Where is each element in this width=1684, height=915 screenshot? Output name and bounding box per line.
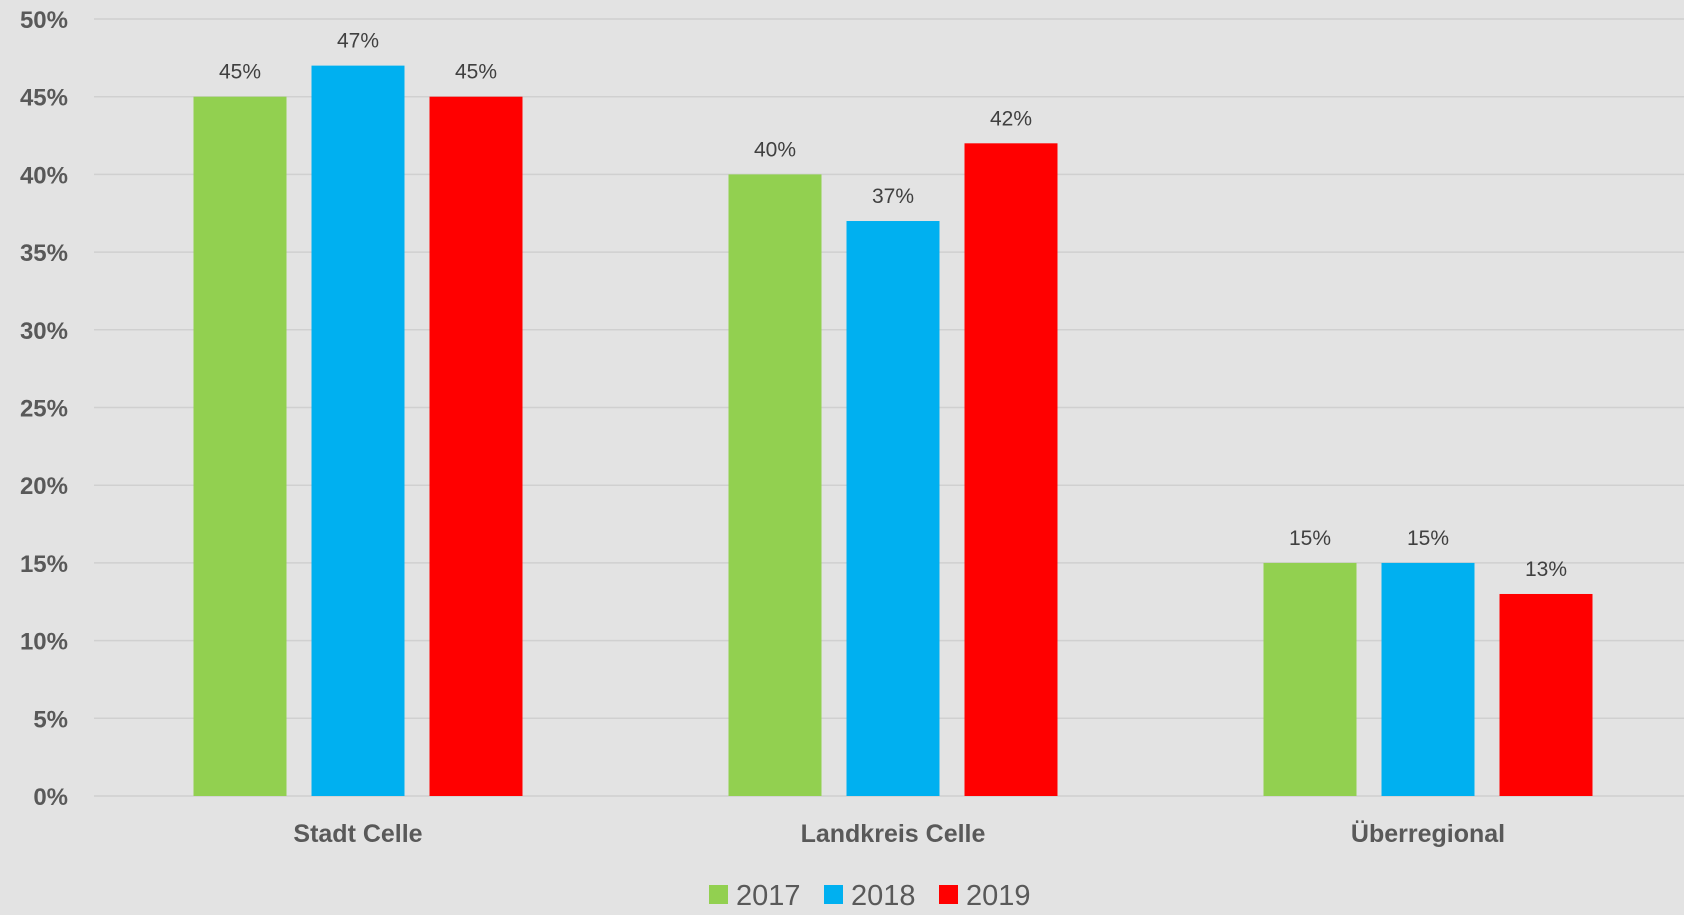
y-tick-label: 15% <box>20 551 68 578</box>
bar <box>193 96 287 796</box>
y-tick-label: 10% <box>20 629 68 656</box>
data-label: 13% <box>1525 558 1567 581</box>
data-label: 47% <box>337 30 379 53</box>
y-tick-label: 40% <box>20 162 68 189</box>
x-tick-label: Überregional <box>1351 819 1505 848</box>
data-label: 15% <box>1407 527 1449 550</box>
data-labels: 45% 40% 15% 47% 37% 15% 45% 42% 13% <box>219 30 1567 581</box>
y-tick-label: 45% <box>20 85 68 112</box>
bar <box>1263 562 1357 796</box>
data-label: 40% <box>754 138 796 161</box>
y-tick-label: 25% <box>20 396 68 423</box>
y-tick-label: 30% <box>20 318 68 345</box>
bar <box>846 221 940 796</box>
y-axis-ticks: 0% 5% 10% 15% 20% 25% 30% 35% 40% 45% 50% <box>20 7 68 811</box>
y-tick-label: 0% <box>33 784 68 811</box>
bar <box>1499 593 1593 796</box>
legend-label: 2019 <box>966 880 1031 910</box>
legend-label: 2017 <box>736 880 801 910</box>
bar <box>964 143 1058 796</box>
x-tick-label: Landkreis Celle <box>801 820 986 848</box>
bar <box>728 174 822 796</box>
y-tick-label: 35% <box>20 240 68 267</box>
legend-swatch <box>824 885 843 904</box>
data-label: 37% <box>872 185 914 208</box>
legend-swatch <box>939 885 958 904</box>
bar <box>311 65 405 797</box>
x-axis-ticks: Stadt Celle Landkreis Celle Überregional <box>293 819 1505 848</box>
legend-swatch <box>709 885 728 904</box>
y-tick-label: 5% <box>33 706 68 733</box>
y-tick-label: 20% <box>20 473 68 500</box>
legend: 2017 2018 2019 <box>709 880 1031 912</box>
data-label: 42% <box>990 107 1032 130</box>
x-tick-label: Stadt Celle <box>293 820 422 848</box>
bars <box>193 65 1593 797</box>
y-tick-label: 50% <box>20 7 68 34</box>
data-label: 15% <box>1289 527 1331 550</box>
bar <box>1381 562 1475 796</box>
legend-label: 2018 <box>851 880 916 910</box>
data-label: 45% <box>455 61 497 84</box>
data-label: 45% <box>219 61 261 84</box>
bar <box>429 96 523 796</box>
